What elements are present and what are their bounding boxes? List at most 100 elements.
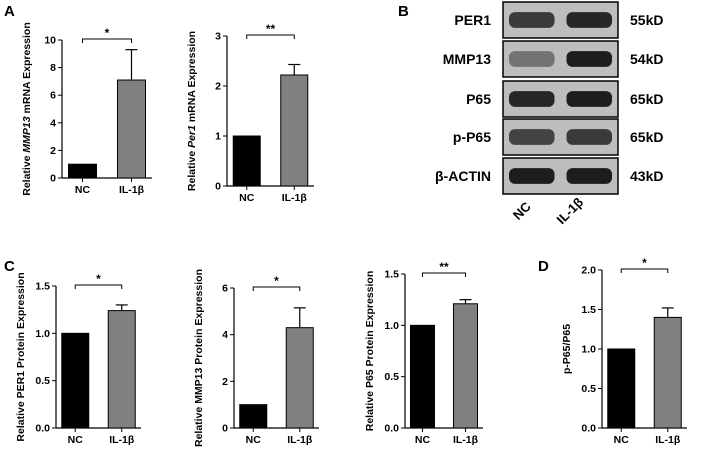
y-axis-label: Relative P65 Protein Expression [364,271,376,431]
error-bar [293,307,306,328]
blot-band [509,168,555,184]
error-bar [125,49,138,81]
x-tick-label: NC [239,192,255,204]
blot-row-p65: P65 65kD [466,80,663,118]
y-tick-label: 6 [222,283,228,295]
y-tick-label: 0 [222,423,228,435]
band-size-label: 65kD [630,129,663,145]
bar-il1b [453,303,478,429]
bar-il1b [653,316,682,429]
x-tick-label: NC [246,434,262,446]
blot-band [509,51,555,67]
band-size-label: 43kD [630,168,663,184]
x-tick-label: IL-1β [655,434,681,446]
y-tick-label: 4 [222,329,228,341]
y-tick-label: 1 [215,131,221,143]
lane-label: NC [510,198,534,222]
y-axis-label: p-P65/P65 [561,324,573,374]
panel-label-d: D [538,258,549,275]
chart-c1: 0.0 0.5 1.0 1.5 NC IL-1β * Relative PER1 Protei… [15,272,141,446]
y-tick-label: 3 [215,31,221,43]
y-tick-label: 1.0 [35,328,50,340]
protein-label: PER1 [454,12,491,28]
gene-name: Per1 [186,125,198,148]
bar-nc [68,163,97,179]
x-tick-label: IL-1β [119,184,145,196]
y-tick-label: 2 [222,376,228,388]
y-tick-label: 0 [215,181,221,193]
y-tick-label: 1.5 [581,304,596,316]
significance-marker: * [96,272,101,286]
significance-marker: ** [439,260,449,274]
significance-marker: * [642,256,647,270]
bar-il1b [107,310,136,429]
x-tick-label: NC [415,434,431,446]
y-tick-label: 0.0 [384,423,399,435]
x-tick-label: IL-1β [453,434,479,446]
bar-nc [410,324,435,429]
bar-nc [607,348,636,429]
y-tick-label: 8 [50,62,56,74]
bar-nc [239,404,268,429]
bar-il1b [117,79,146,179]
western-blot: PER1 55kD MMP13 54kD P65 65kD p-P65 65kD β-ACTIN… [435,1,663,227]
blot-band [566,168,612,184]
significance-marker: * [274,274,279,288]
y-tick-label: 2 [215,81,221,93]
error-bar [661,307,674,318]
y-tick-label: 4 [50,117,56,129]
blot-band [566,51,612,67]
y-tick-label: 0.5 [35,375,50,387]
y-tick-label: 1.5 [35,281,50,293]
bar-nc [61,332,90,429]
chart-a2: 0 1 2 3 NC IL-1β ** Relative Per1 mRNA Expressi… [186,22,314,204]
significance-bracket [620,268,669,273]
chart-c2: 0 2 4 6 NC IL-1β * Relative MMP13 Protein Expre… [193,269,319,447]
band-size-label: 65kD [630,91,663,107]
blot-row-β-actin: β-ACTIN 43kD [435,157,663,195]
significance-bracket [74,284,123,289]
protein-label: p-P65 [453,129,491,145]
chart-d1: 0.0 0.5 1.0 1.5 2.0 NC IL-1β * p-P65/P65 [561,256,687,446]
y-axis-label: Relative PER1 Protein Expression [15,272,27,441]
y-tick-label: 2.0 [581,265,596,277]
blot-band [566,12,612,28]
x-tick-label: NC [68,434,84,446]
y-tick-label: 10 [44,35,56,47]
protein-label: MMP13 [443,51,491,67]
protein-label: β-ACTIN [435,168,491,184]
y-tick-label: 0.5 [581,383,596,395]
y-tick-label: 1.0 [384,320,399,332]
bar-il1b [285,327,314,429]
x-tick-label: NC [75,184,91,196]
chart-a1: 0 2 4 6 8 10 NC IL-1β * Relative MMP13 mRNA Expre… [21,22,152,196]
blot-row-per1: PER1 55kD [454,1,663,39]
y-tick-label: 0.0 [581,423,596,435]
chart-c3: 0.0 0.5 1.0 1.5 NC IL-1β ** Relative P65 Protei… [364,260,483,446]
significance-marker: ** [266,22,276,36]
band-size-label: 55kD [630,12,663,28]
blot-band [566,129,612,145]
significance-bracket [82,38,132,43]
y-axis-label: Relative Per1 mRNA Expression [186,31,198,191]
error-bar [459,299,472,304]
y-tick-label: 0.5 [384,371,399,383]
y-tick-label: 1.0 [581,344,596,356]
gene-name: MMP13 [21,116,33,152]
y-tick-label: 6 [50,90,56,102]
panel-label-b: B [398,3,409,20]
significance-bracket [422,272,466,277]
panel-label-c: C [4,258,15,275]
bar-nc [232,135,261,187]
significance-marker: * [105,26,110,40]
blot-band [509,91,555,107]
error-bar [288,63,301,75]
blot-band [566,91,612,107]
error-bar [115,304,128,311]
blot-band [509,12,555,28]
band-size-label: 54kD [630,51,663,67]
y-axis-label: Relative MMP13 Protein Expression [193,269,205,447]
lane-label: IL-1β [554,194,587,227]
y-axis-label: Relative MMP13 mRNA Expression [21,22,33,196]
